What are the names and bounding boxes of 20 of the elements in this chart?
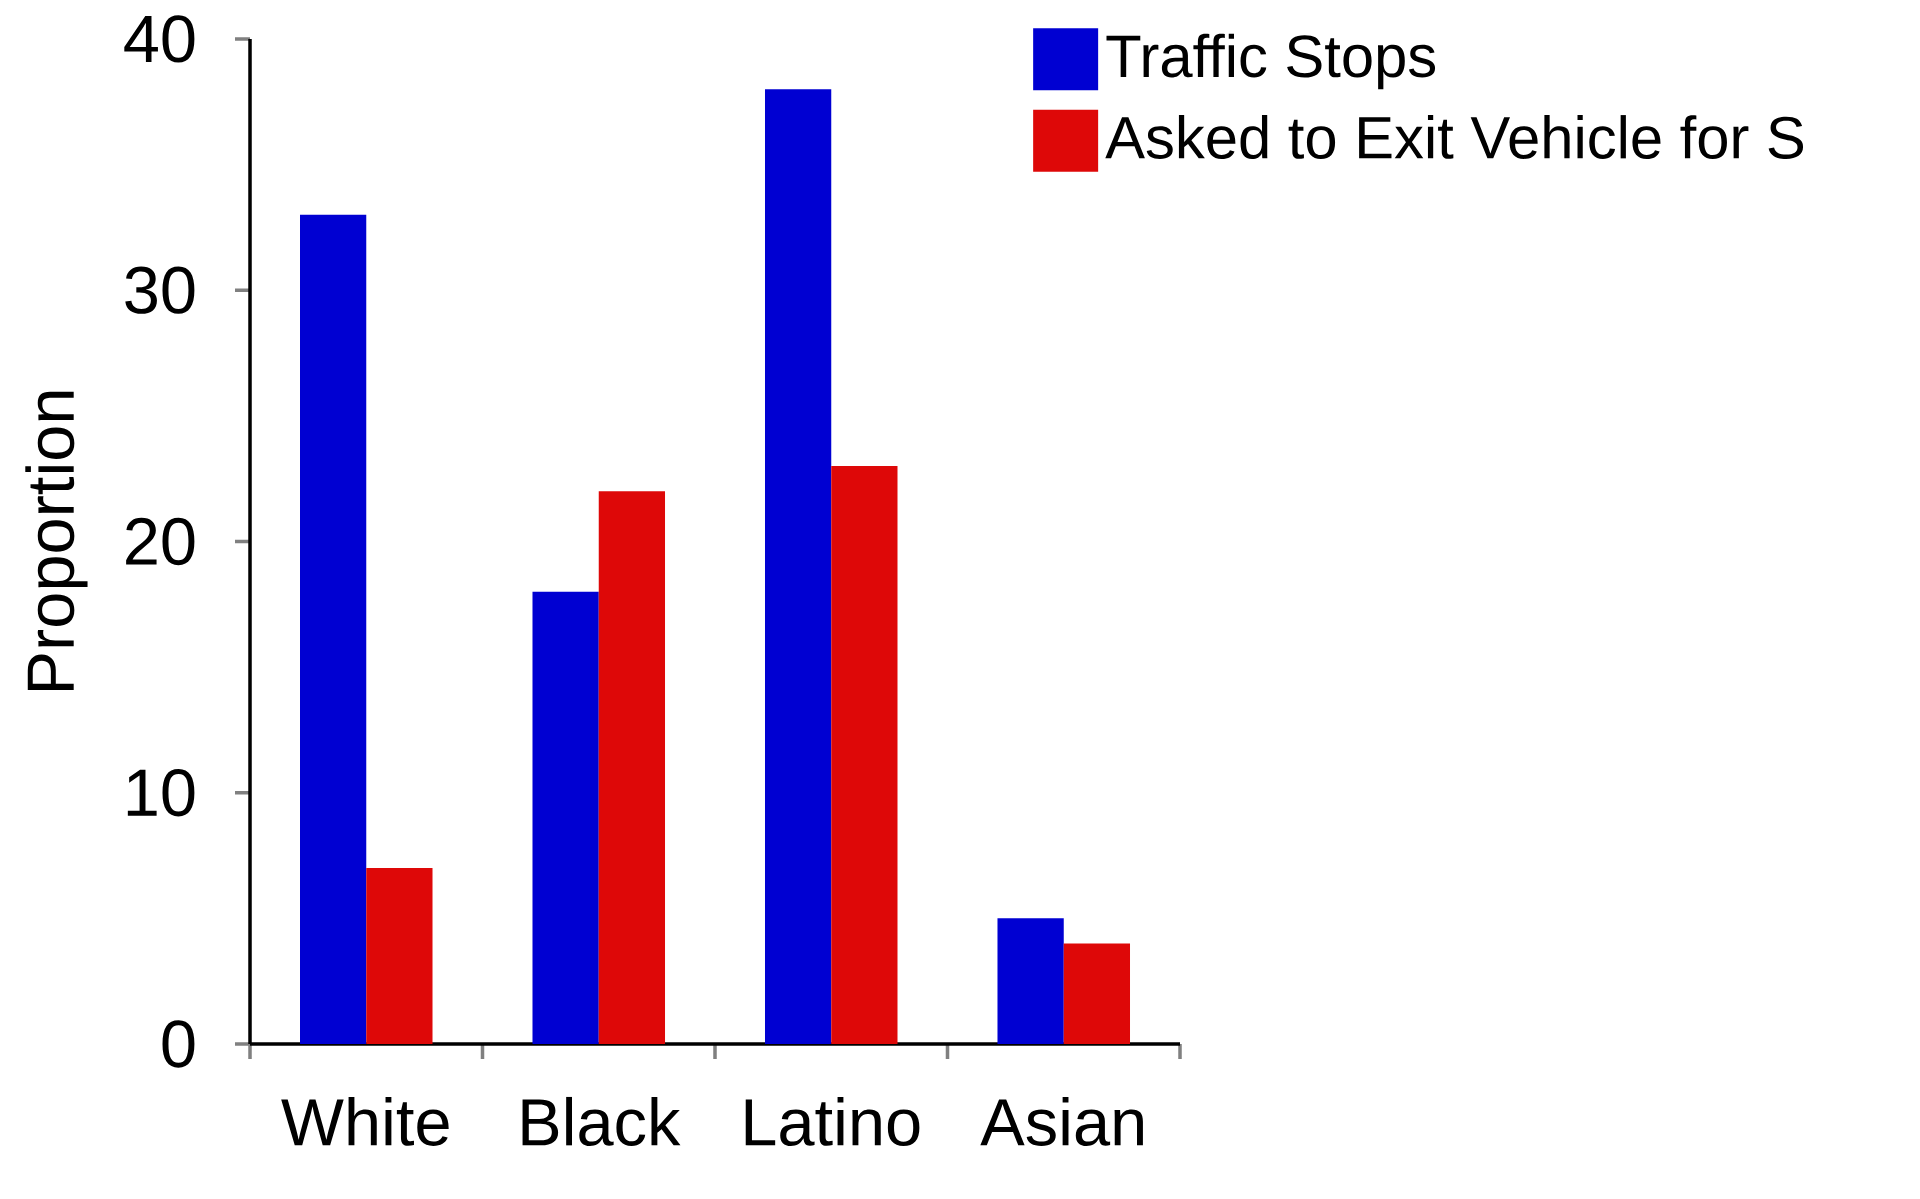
legend-label: Traffic Stops <box>1106 33 1436 90</box>
y-tick-label: 30 <box>125 266 195 314</box>
bar <box>366 868 433 1044</box>
bar <box>532 591 599 1044</box>
bar <box>764 89 832 1044</box>
y-tick-label: 0 <box>162 1020 195 1068</box>
legend-label: Asked to Exit Vehicle for S <box>1105 115 1804 159</box>
y-tick-label: 20 <box>126 517 195 566</box>
bar <box>831 466 898 1044</box>
x-tick-label: Asian <box>980 1096 1143 1146</box>
bar <box>598 491 666 1044</box>
x-tick-label: Black <box>522 1096 681 1146</box>
x-tick-label: Latino <box>745 1096 920 1146</box>
y-axis-title: Proportion <box>25 391 88 691</box>
bar <box>299 214 367 1044</box>
y-tick-label: 40 <box>124 15 195 63</box>
bar <box>1063 943 1131 1044</box>
y-tick-label: 10 <box>127 769 195 817</box>
x-tick-label: White <box>281 1096 449 1146</box>
bar <box>997 918 1064 1044</box>
